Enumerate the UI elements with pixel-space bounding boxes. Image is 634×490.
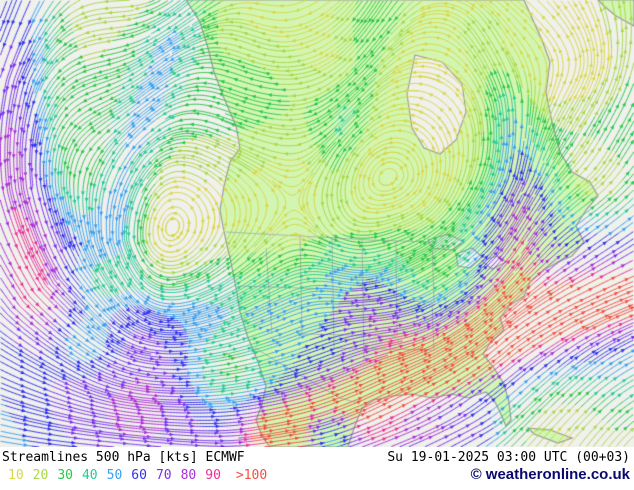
weather-map [0, 0, 634, 447]
scale-value: 90 [205, 468, 221, 483]
copyright-label: © weatheronline.co.uk [470, 466, 630, 483]
scale-value: 50 [106, 468, 123, 483]
streamline-map-canvas [0, 0, 634, 447]
scale-value: 80 [180, 468, 197, 483]
scale-value: 30 [57, 468, 73, 483]
scale-value: 10 [8, 468, 24, 483]
map-footer: Streamlines 500 hPa [kts] ECMWF Su 19-01… [0, 447, 634, 490]
datetime-label: Su 19-01-2025 03:00 UTC (00+03) [387, 450, 630, 465]
wind-speed-scale: 10 20 30 40 50 60 70 80 90 >100 [8, 468, 267, 483]
scale-value: 20 [32, 468, 49, 483]
scale-value: 70 [155, 468, 172, 483]
map-title: Streamlines 500 hPa [kts] ECMWF [2, 450, 245, 465]
footer-row-2: 10 20 30 40 50 60 70 80 90 >100 © weatheronline.c… [0, 465, 634, 483]
scale-value: >100 [235, 468, 268, 483]
footer-row-1: Streamlines 500 hPa [kts] ECMWF Su 19-01… [0, 447, 634, 465]
scale-value: 60 [131, 468, 147, 483]
scale-value: 40 [81, 468, 98, 483]
